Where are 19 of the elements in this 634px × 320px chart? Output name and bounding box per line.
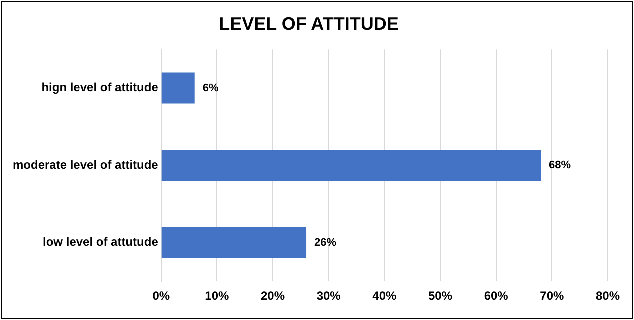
data-label: 26% [314, 236, 337, 249]
chart-title: LEVEL OF ATTITUDE [219, 14, 399, 34]
y-tick-label: low level of attutude [43, 235, 159, 250]
data-label: 68% [549, 160, 572, 172]
bar [162, 150, 542, 182]
y-tick-label: hign level of attitude [42, 80, 159, 95]
bar [162, 227, 307, 258]
x-tick-label: 0% [152, 289, 170, 304]
x-tick-label: 60% [484, 289, 509, 304]
x-tick-label: 10% [205, 289, 230, 304]
x-tick-label: 70% [540, 289, 565, 304]
bar [162, 72, 195, 104]
y-tick-label: moderate level of attitude [12, 158, 159, 172]
x-tick-label: 30% [316, 289, 342, 304]
x-tick-label: 40% [372, 289, 398, 304]
x-tick-label: 50% [428, 289, 453, 304]
x-tick-label: 80% [596, 289, 620, 304]
data-label: 6% [202, 82, 219, 94]
x-tick-label: 20% [261, 289, 286, 304]
